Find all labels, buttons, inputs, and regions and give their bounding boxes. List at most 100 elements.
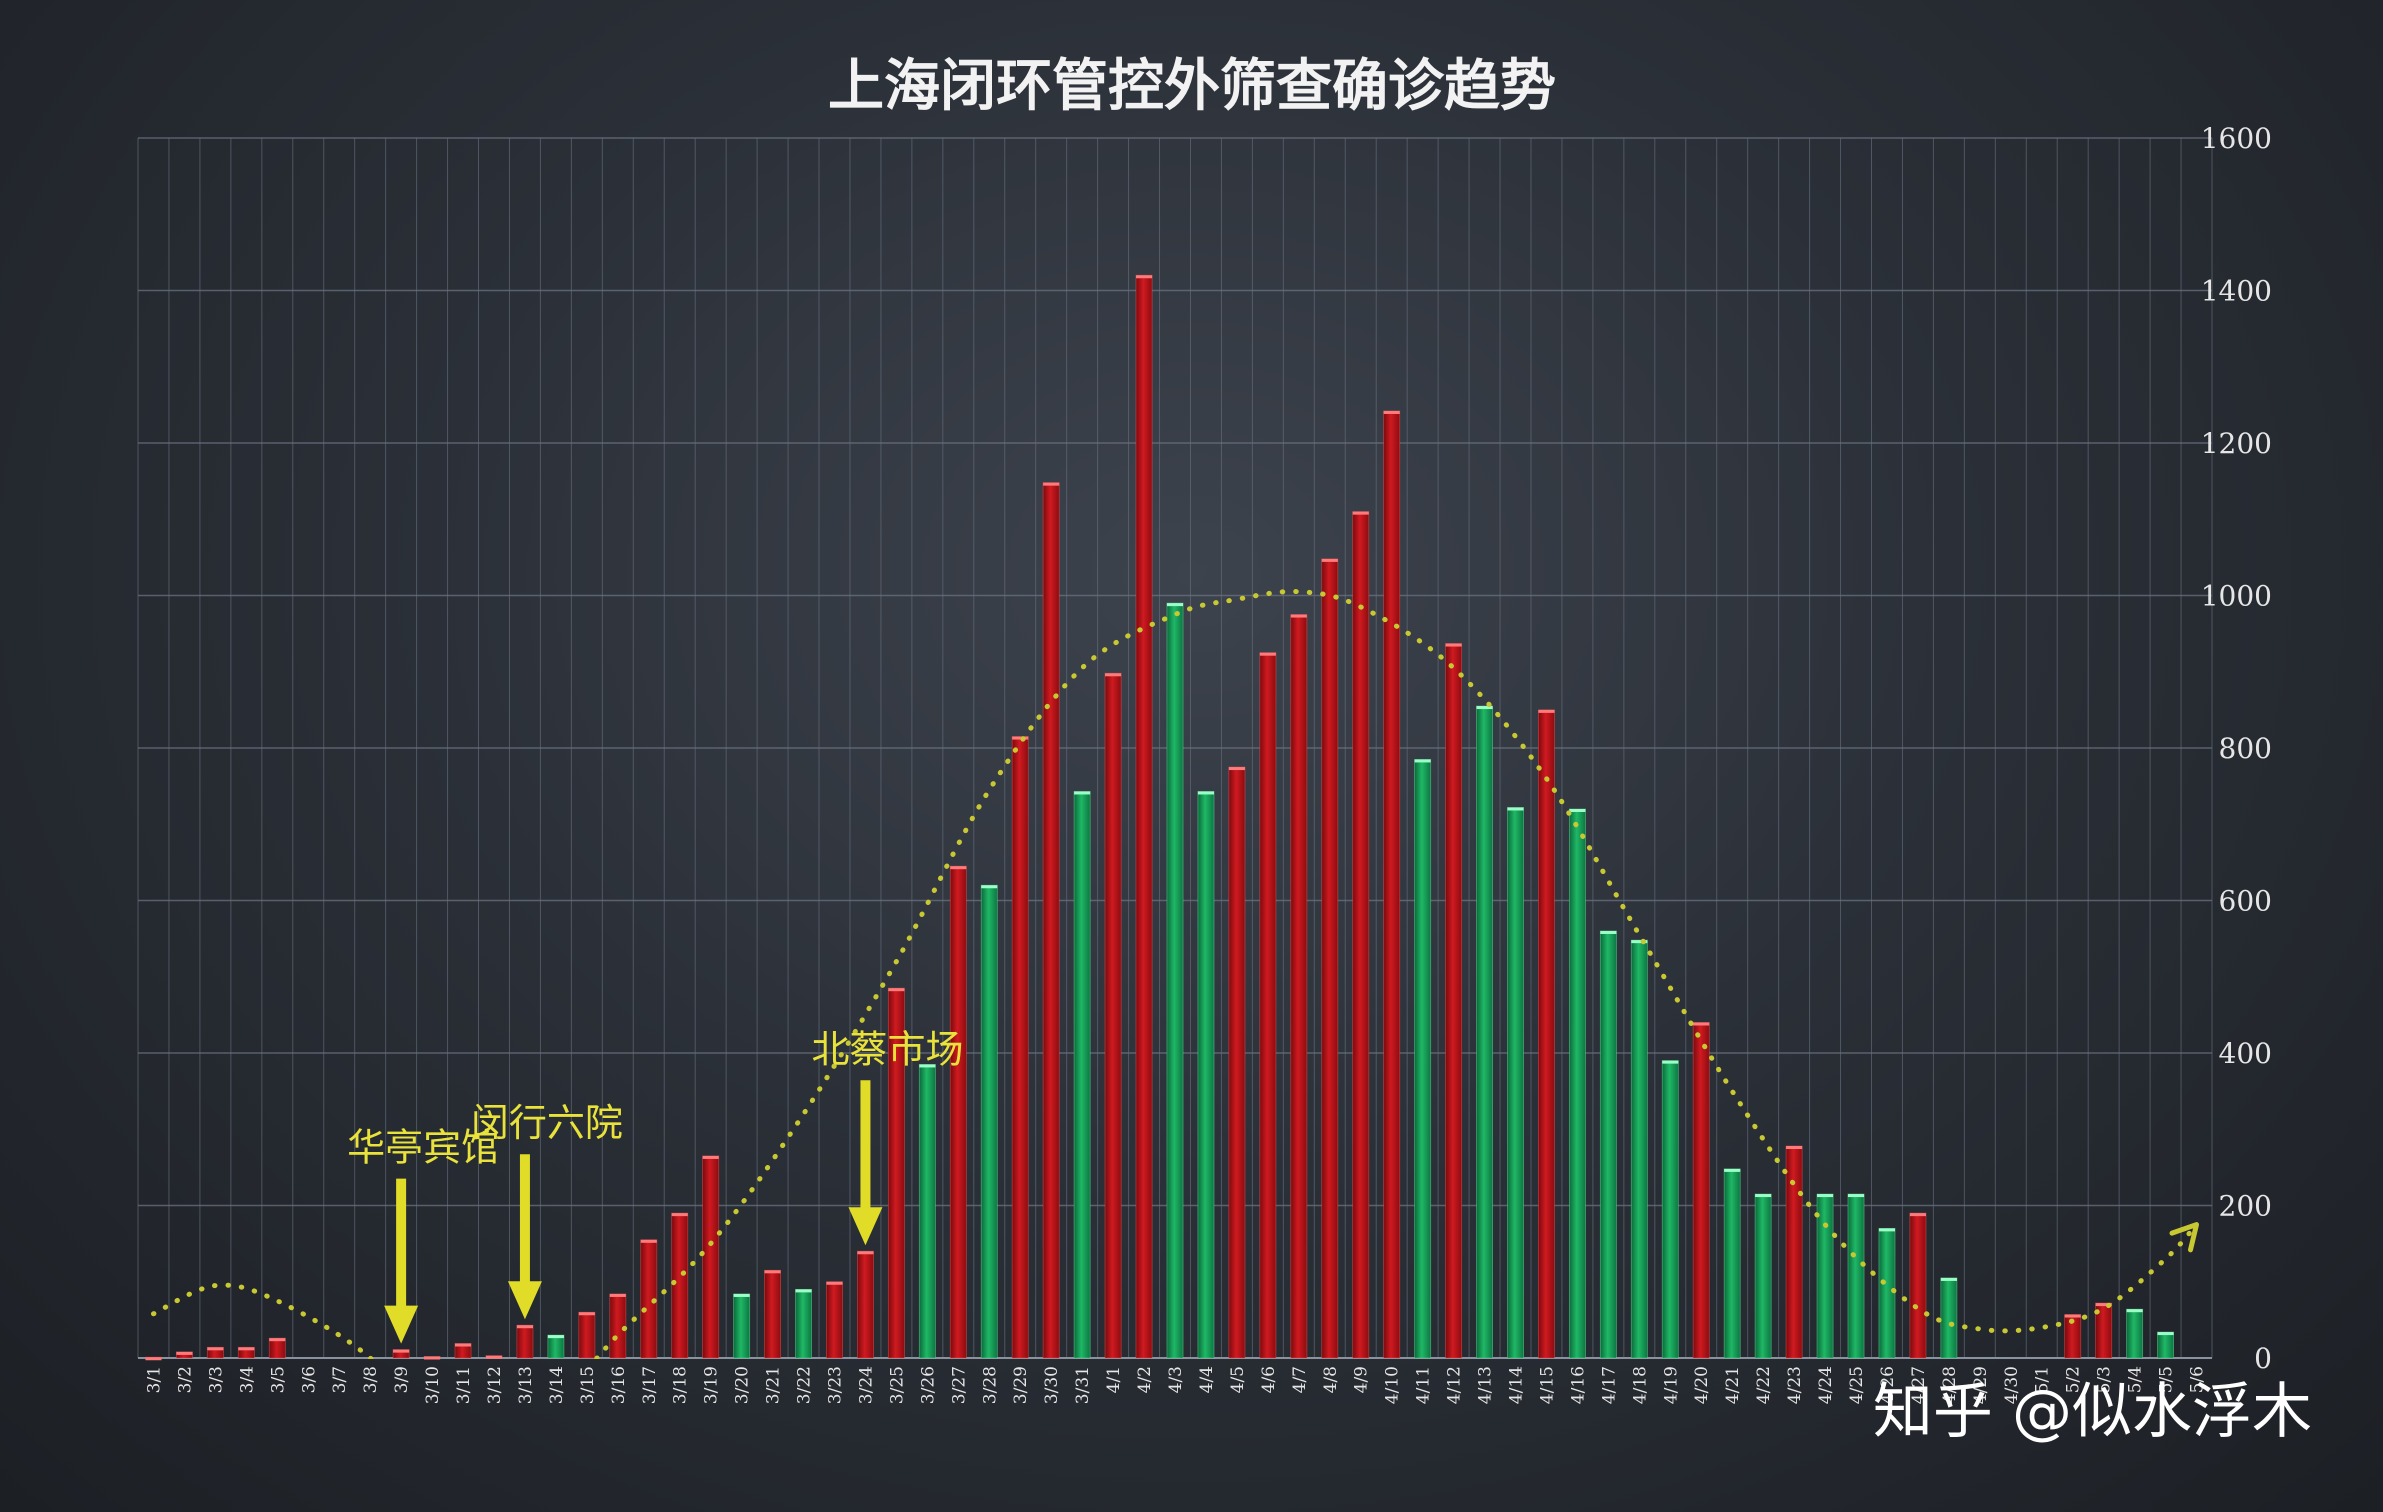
x-tick-label: 4/20 xyxy=(1692,1366,1712,1404)
bar-cap xyxy=(1693,1022,1710,1026)
bar-cap xyxy=(1940,1277,1957,1281)
x-tick-label: 4/27 xyxy=(1909,1366,1929,1404)
bar-cap xyxy=(950,866,967,870)
x-tick-label: 4/9 xyxy=(1352,1366,1372,1393)
bar-3-16 xyxy=(609,1293,627,1359)
bar-cap xyxy=(1166,603,1184,607)
bar-cap xyxy=(609,1293,626,1297)
x-tick-label: 4/17 xyxy=(1599,1366,1619,1404)
bar-cap xyxy=(1569,809,1586,812)
x-tick-label: 5/5 xyxy=(2157,1366,2177,1393)
bar-4-2 xyxy=(1135,274,1153,1359)
bar-4-5 xyxy=(1228,766,1246,1359)
x-tick-label: 3/5 xyxy=(268,1366,288,1393)
bar-cap xyxy=(1445,643,1462,647)
x-tick-label: 3/7 xyxy=(330,1366,350,1393)
y-tick-label: 1000 xyxy=(2201,580,2272,613)
y-tick-label: 0 xyxy=(2254,1342,2272,1375)
bar-cap xyxy=(2095,1303,2112,1307)
x-tick-label: 3/28 xyxy=(980,1366,1000,1404)
bar-3-15 xyxy=(578,1311,596,1359)
bar-3-13 xyxy=(516,1324,534,1359)
x-tick-label: 4/2 xyxy=(1135,1366,1155,1393)
bar-cap xyxy=(1043,482,1060,486)
annotation-label: 华亭宾馆 xyxy=(347,1126,499,1170)
x-tick-label: 4/14 xyxy=(1507,1366,1527,1404)
bar-4-17 xyxy=(1599,930,1617,1359)
bar-cap xyxy=(671,1213,688,1217)
bar-cap xyxy=(1538,709,1555,713)
x-tick-label: 5/2 xyxy=(2064,1366,2084,1393)
x-tick-label: 4/30 xyxy=(2002,1366,2022,1404)
x-tick-label: 4/8 xyxy=(1321,1366,1341,1393)
x-tick-label: 3/30 xyxy=(1042,1366,1062,1404)
bar-cap xyxy=(1662,1060,1679,1064)
bar-cap xyxy=(1878,1228,1896,1232)
x-tick-label: 4/11 xyxy=(1414,1366,1434,1404)
trend-line xyxy=(150,588,2200,1359)
bar-3-18 xyxy=(671,1212,689,1359)
bar-4-9 xyxy=(1352,511,1370,1359)
x-tick-label: 3/13 xyxy=(516,1366,536,1404)
bar-4-18 xyxy=(1630,939,1648,1359)
bar-3-21 xyxy=(764,1269,782,1359)
annotation-arrow-icon xyxy=(848,1207,883,1246)
x-tick-label: 4/21 xyxy=(1723,1366,1743,1404)
bar-3-31 xyxy=(1073,791,1091,1359)
x-tick-label: 3/4 xyxy=(237,1366,257,1393)
bar-3-20 xyxy=(733,1293,751,1359)
annotation-arrow-icon xyxy=(384,1305,419,1344)
bar-cap xyxy=(1786,1146,1803,1150)
y-tick-label: 800 xyxy=(2219,732,2272,765)
bar-4-6 xyxy=(1259,652,1277,1359)
x-tick-label: 3/3 xyxy=(206,1366,226,1393)
x-tick-label: 4/25 xyxy=(1847,1366,1867,1404)
bar-cap xyxy=(485,1355,503,1359)
x-tick-label: 5/4 xyxy=(2126,1366,2146,1393)
bar-3-22 xyxy=(795,1288,812,1359)
bar-4-20 xyxy=(1692,1022,1710,1359)
bar-cap xyxy=(764,1270,781,1274)
bar-cap xyxy=(176,1351,193,1355)
x-tick-label: 3/29 xyxy=(1011,1366,1031,1404)
bar-3-28 xyxy=(980,884,998,1359)
x-tick-label: 4/12 xyxy=(1445,1366,1465,1404)
x-tick-label: 3/23 xyxy=(825,1366,845,1404)
x-tick-label: 3/26 xyxy=(918,1366,938,1404)
bar-4-16 xyxy=(1568,808,1586,1359)
y-tick-label: 1200 xyxy=(2201,427,2272,460)
bar-cap xyxy=(826,1281,843,1285)
bar-4-22 xyxy=(1754,1193,1772,1359)
bar-4-8 xyxy=(1321,558,1339,1359)
x-tick-label: 4/28 xyxy=(1940,1366,1960,1404)
bar-cap xyxy=(1476,706,1493,710)
bar-3-27 xyxy=(949,865,967,1359)
bar-4-15 xyxy=(1538,709,1555,1359)
bar-4-11 xyxy=(1414,759,1432,1359)
y-tick-label: 1600 xyxy=(2201,122,2272,155)
bar-4-4 xyxy=(1197,791,1215,1359)
x-tick-label: 3/2 xyxy=(175,1366,195,1393)
bar-cap xyxy=(1507,807,1524,811)
x-tick-label: 5/6 xyxy=(2188,1366,2208,1393)
x-tick-label: 4/24 xyxy=(1816,1366,1836,1404)
annotation-label: 北蔡市场 xyxy=(811,1027,963,1071)
bar-cap xyxy=(393,1349,410,1353)
bar-3-29 xyxy=(1011,736,1029,1359)
x-tick-label: 5/1 xyxy=(2033,1366,2053,1393)
bar-3-26 xyxy=(918,1064,936,1359)
bar-cap xyxy=(145,1357,162,1361)
bar-cap xyxy=(981,885,998,889)
x-tick-label: 4/6 xyxy=(1259,1366,1279,1393)
bar-4-12 xyxy=(1445,643,1463,1359)
x-tick-label: 3/16 xyxy=(609,1366,629,1404)
bar-3-24 xyxy=(856,1250,874,1359)
x-tick-label: 4/22 xyxy=(1754,1366,1774,1404)
x-tick-label: 3/17 xyxy=(640,1366,660,1404)
x-tick-label: 4/4 xyxy=(1197,1366,1217,1393)
bar-cap xyxy=(1105,673,1122,677)
bar-cap xyxy=(1847,1194,1865,1198)
